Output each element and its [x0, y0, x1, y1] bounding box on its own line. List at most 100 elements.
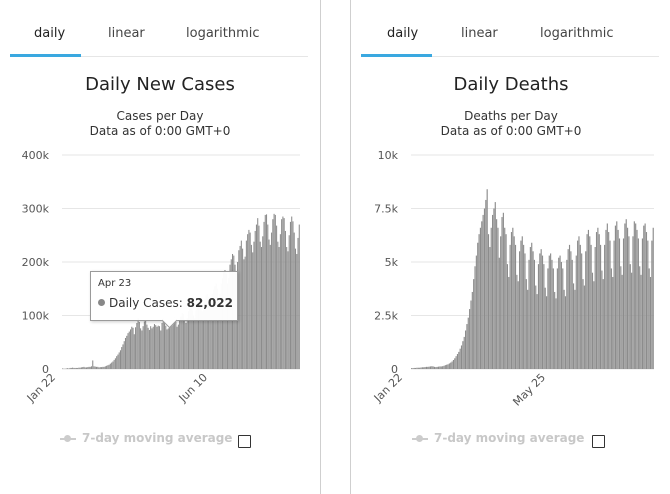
chart-data-date: Data as of 0:00 GMT+0 [89, 124, 231, 138]
bar [643, 225, 645, 369]
bar [190, 307, 192, 369]
deaths-tabs: daily linear logarithmic [361, 14, 659, 57]
bar [460, 345, 463, 369]
x-tick-label: May 25 [510, 371, 548, 409]
bar [456, 354, 459, 369]
tab-linear[interactable]: linear [461, 26, 498, 41]
bar [573, 283, 575, 369]
bar [82, 367, 84, 369]
bar [150, 326, 152, 369]
bar [192, 315, 195, 369]
bar [475, 255, 477, 369]
bar [454, 358, 456, 369]
bar [146, 324, 148, 369]
bar [574, 289, 576, 369]
bar [608, 232, 610, 369]
bar [481, 221, 483, 369]
bar [161, 322, 163, 369]
chart-subtitle: Cases per Day [116, 109, 204, 123]
bar [649, 276, 652, 369]
bar [123, 341, 125, 369]
bar [99, 367, 101, 369]
tab-logarithmic[interactable]: logarithmic [540, 26, 614, 41]
bar [645, 232, 648, 369]
bar [252, 252, 254, 369]
bar [271, 232, 273, 369]
bar [644, 223, 646, 369]
bar [633, 221, 635, 369]
bar [75, 367, 77, 369]
bar [215, 283, 217, 369]
bar [155, 325, 157, 369]
bar [221, 278, 223, 369]
bar [624, 223, 626, 369]
bar [106, 365, 108, 369]
bar [494, 202, 496, 369]
bar [116, 356, 118, 369]
bar [555, 298, 557, 369]
bar [298, 224, 300, 369]
bar [442, 366, 444, 369]
bar [156, 326, 158, 369]
bar [266, 214, 268, 369]
bar [550, 253, 552, 369]
bar [443, 365, 445, 369]
bar [586, 234, 588, 369]
bar [138, 321, 140, 369]
tab-daily[interactable]: daily [387, 26, 419, 41]
moving-average-checkbox[interactable] [592, 435, 605, 448]
series-dot-icon [98, 299, 105, 306]
bar [628, 236, 630, 369]
bar [571, 259, 573, 369]
moving-average-checkbox[interactable] [238, 435, 251, 448]
bar [201, 311, 203, 369]
bar [238, 250, 240, 369]
bar [147, 327, 149, 369]
bar [85, 367, 87, 369]
bar [62, 368, 64, 369]
bar [111, 362, 113, 369]
bar [595, 232, 598, 369]
bar [583, 285, 585, 369]
tab-logarithmic[interactable]: logarithmic [186, 26, 260, 41]
bar [273, 213, 275, 369]
bar [286, 247, 288, 369]
bar [132, 327, 134, 369]
bar [80, 367, 82, 369]
tab-daily[interactable]: daily [34, 26, 66, 41]
bar [70, 367, 72, 369]
bar [591, 272, 594, 369]
bar [277, 241, 279, 369]
bar [477, 242, 479, 369]
bar [184, 319, 186, 369]
bar [459, 348, 461, 369]
bar [119, 350, 121, 369]
bar [166, 329, 168, 369]
bar [636, 229, 638, 369]
bar [570, 251, 572, 369]
bar [240, 240, 242, 369]
bar [629, 264, 631, 369]
bar [616, 221, 618, 369]
bar [103, 366, 105, 369]
cases-panel: daily linear logarithmic Daily New Cases… [0, 0, 321, 494]
bar [67, 368, 69, 369]
bar [157, 325, 159, 369]
tab-linear[interactable]: linear [108, 26, 145, 41]
bar [535, 285, 537, 369]
bar [567, 249, 569, 369]
bar [127, 333, 129, 369]
bar [292, 221, 294, 369]
bar [114, 358, 116, 369]
bar [191, 310, 193, 369]
bar [505, 234, 507, 369]
bar [218, 297, 220, 369]
bar [463, 336, 465, 369]
bar [631, 272, 633, 369]
bar [532, 251, 534, 369]
bar [647, 240, 649, 369]
legend-marker-icon [64, 435, 71, 442]
bar [451, 361, 453, 369]
bar [517, 281, 519, 369]
bar [83, 366, 85, 369]
